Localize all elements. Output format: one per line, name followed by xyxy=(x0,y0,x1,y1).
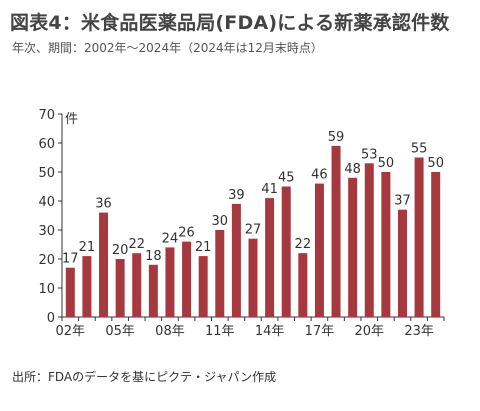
data-label-2016: 22 xyxy=(295,237,312,252)
bar-2004 xyxy=(99,212,109,317)
bar-2016 xyxy=(298,253,308,317)
x-tick-label: 23年 xyxy=(404,324,434,339)
y-tick-label: 40 xyxy=(38,195,55,210)
data-label-2024: 50 xyxy=(427,156,444,171)
y-tick-label: 50 xyxy=(38,166,55,181)
data-label-2011: 30 xyxy=(212,214,229,229)
y-tick-label: 70 xyxy=(38,108,55,123)
x-tick-label: 20年 xyxy=(354,324,384,339)
data-label-2013: 27 xyxy=(245,223,262,238)
y-axis: 0 10 20 30 40 50 60 70 xyxy=(38,108,63,326)
x-tick-label: 17年 xyxy=(305,324,335,339)
bar-2018 xyxy=(331,145,341,317)
x-tick-label: 02年 xyxy=(56,324,86,339)
x-tick-label: 14年 xyxy=(255,324,285,339)
bars xyxy=(65,145,441,317)
data-label-2015: 45 xyxy=(278,171,295,186)
bar-2006 xyxy=(132,253,142,317)
source-note: 出所：FDAのデータを基にピクテ・ジャパン作成 xyxy=(12,370,277,384)
bar-2023 xyxy=(414,157,424,317)
x-tick-label: 08年 xyxy=(155,324,185,339)
data-label-2008: 24 xyxy=(162,231,179,246)
bar-2015 xyxy=(281,186,291,317)
bar-2011 xyxy=(215,230,225,317)
bar-2014 xyxy=(265,198,275,317)
bar-2019 xyxy=(348,177,358,317)
data-label-2007: 18 xyxy=(145,249,162,264)
chart-subtitle: 年次、期間：2002年～2024年（2024年は12月末時点） xyxy=(12,41,323,55)
y-tick-label: 30 xyxy=(38,224,55,239)
bar-2005 xyxy=(115,259,125,317)
data-label-2012: 39 xyxy=(228,188,245,203)
bar-2022 xyxy=(397,209,407,317)
bar-2009 xyxy=(182,241,192,317)
bar-2007 xyxy=(148,264,158,317)
data-label-2014: 41 xyxy=(261,182,278,197)
bar-2024 xyxy=(431,172,441,317)
data-label-2022: 37 xyxy=(394,194,411,209)
data-label-2023: 55 xyxy=(411,142,428,157)
x-axis: 02年 05年 08年 11年 14年 17年 20年 23年 xyxy=(56,316,445,339)
bar-2013 xyxy=(248,238,258,317)
bar-2021 xyxy=(381,172,391,317)
y-axis-unit-label: 件 xyxy=(65,112,78,127)
chart-title: 図表4：米食品医薬品局(FDA)による新薬承認件数 xyxy=(10,12,450,34)
data-label-2021: 50 xyxy=(378,156,395,171)
y-tick-label: 60 xyxy=(38,137,55,152)
y-tick-label: 10 xyxy=(38,282,55,297)
bar-2020 xyxy=(364,163,374,317)
bar-2012 xyxy=(231,203,241,317)
bar-2003 xyxy=(82,256,92,317)
data-label-2010: 21 xyxy=(195,240,212,255)
x-tick-label: 11年 xyxy=(205,324,235,339)
data-label-2006: 22 xyxy=(128,237,145,252)
data-label-2004: 36 xyxy=(95,197,112,212)
bar-2002 xyxy=(65,267,75,317)
bar-2008 xyxy=(165,247,175,317)
data-label-2018: 59 xyxy=(328,130,345,145)
bar-2017 xyxy=(314,183,324,317)
data-label-2005: 20 xyxy=(112,243,129,258)
data-label-2003: 21 xyxy=(79,240,96,255)
data-label-2017: 46 xyxy=(311,168,328,183)
x-tick-label: 05年 xyxy=(105,324,135,339)
data-label-2019: 48 xyxy=(344,162,361,177)
data-label-2002: 17 xyxy=(62,252,79,267)
data-label-2020: 53 xyxy=(361,147,378,162)
data-label-2009: 26 xyxy=(178,226,195,241)
y-tick-label: 0 xyxy=(47,311,55,326)
bar-2010 xyxy=(198,256,208,317)
y-tick-label: 20 xyxy=(38,253,55,268)
